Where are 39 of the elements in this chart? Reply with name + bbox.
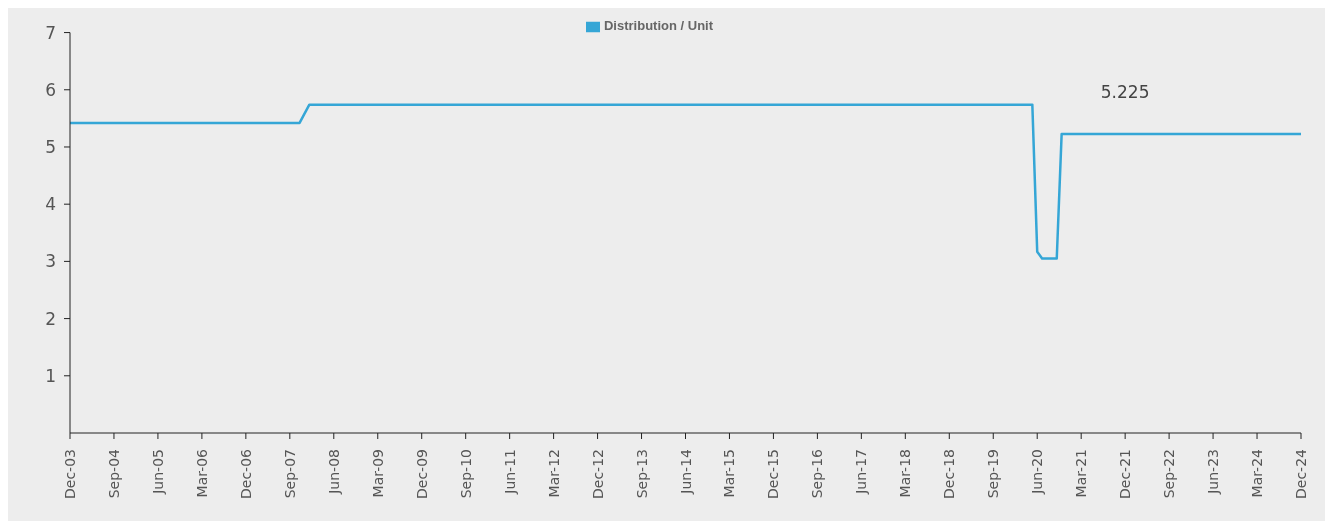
y-tick-label: 4 (45, 194, 56, 215)
x-tick-label: Jun-17 (853, 449, 870, 495)
x-tick-label: Dec-03 (62, 449, 78, 499)
x-tick-label: Jun-23 (1205, 449, 1222, 495)
y-tick-label: 5 (45, 136, 56, 157)
x-tick-label: Jun-11 (501, 449, 518, 495)
x-tick-label: Dec-24 (1293, 448, 1309, 499)
x-tick-label: Dec-18 (941, 449, 958, 499)
x-tick-label: Jun-05 (149, 449, 166, 495)
y-tick-label: 1 (45, 365, 56, 386)
x-tick-label: Jun-20 (1029, 449, 1046, 495)
x-tick-label: Sep-07 (281, 449, 298, 499)
x-tick-label: Mar-09 (369, 449, 386, 498)
line-series (70, 103, 1301, 260)
x-tick-label: Mar-06 (193, 448, 210, 498)
x-tick-label: Sep-10 (457, 449, 474, 499)
x-tick-label: Dec-12 (589, 449, 606, 499)
x-tick-label: Dec-21 (1117, 449, 1134, 499)
x-tick-label: Sep-19 (985, 449, 1002, 499)
x-tick-label: Mar-21 (1073, 449, 1090, 498)
x-tick-label: Jun-14 (677, 448, 694, 495)
y-tick-label: 2 (45, 308, 56, 329)
x-tick-label: Sep-04 (105, 448, 122, 499)
x-tick-label: Sep-22 (1161, 449, 1178, 499)
x-tick-label: Jun-08 (325, 449, 342, 495)
annotation: 5.225 (1100, 82, 1150, 103)
x-tick-label: Mar-15 (721, 449, 738, 498)
x-tick-label: Dec-15 (765, 449, 782, 499)
x-tick-label: Sep-13 (633, 449, 650, 499)
y-tick-label: 3 (45, 251, 56, 272)
legend-label: Distribution / Unit (603, 18, 714, 33)
x-tick-label: Sep-16 (809, 448, 826, 499)
y-tick-label: 6 (45, 79, 56, 100)
x-tick-label: Mar-24 (1249, 448, 1266, 498)
x-tick-label: Mar-12 (545, 449, 562, 498)
x-tick-label: Mar-18 (897, 449, 914, 498)
x-tick-label: Dec-09 (413, 449, 430, 499)
y-tick-label: 7 (45, 22, 56, 43)
x-tick-label: Dec-06 (237, 448, 254, 499)
